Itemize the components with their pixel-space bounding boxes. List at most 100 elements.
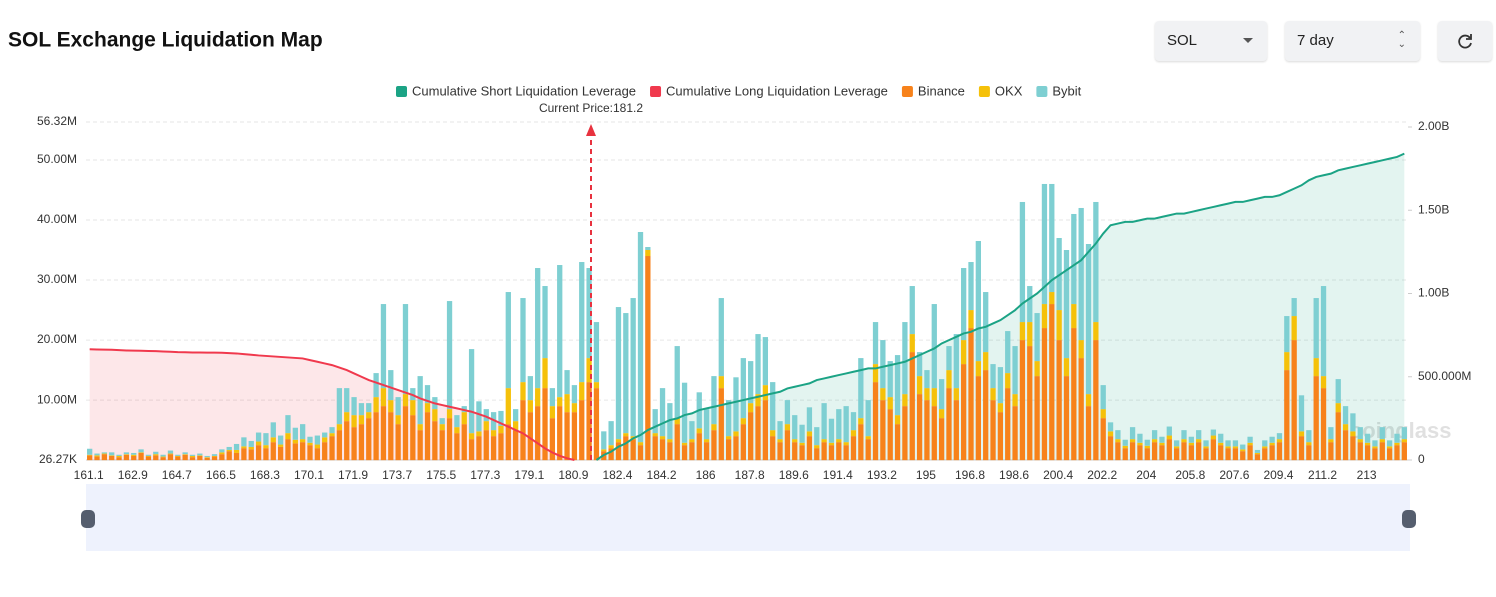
x-tick-label: 200.4 xyxy=(1043,468,1073,482)
bar-segment xyxy=(652,436,658,461)
bar-segment xyxy=(571,412,578,461)
bar-segment xyxy=(740,418,746,425)
bar-segment xyxy=(1372,440,1378,447)
bar-segment xyxy=(1276,433,1283,440)
bar-segment xyxy=(1254,452,1261,455)
bar-segment xyxy=(1166,435,1172,440)
watermark: coinglass xyxy=(1350,418,1451,443)
bar-segment xyxy=(498,425,504,434)
bar-segment xyxy=(131,452,137,455)
slider-handle[interactable] xyxy=(1402,510,1416,528)
bar-segment xyxy=(1034,313,1040,362)
bar-segment xyxy=(1100,385,1106,410)
bar-segment xyxy=(248,440,254,447)
bar-segment xyxy=(1313,358,1319,377)
bar-segment xyxy=(1107,431,1114,437)
bar-segment xyxy=(138,449,144,453)
bar-segment xyxy=(505,388,511,425)
bar-segment xyxy=(902,406,908,461)
bar-segment xyxy=(417,424,423,431)
bar-segment xyxy=(116,454,122,456)
bar-segment xyxy=(292,439,298,444)
bar-segment xyxy=(476,431,482,437)
bar-segment xyxy=(623,433,629,437)
bar-segment xyxy=(1027,322,1033,347)
bar-segment xyxy=(1034,376,1040,461)
bar-segment xyxy=(1218,445,1224,461)
bar-segment xyxy=(483,430,489,461)
period-select[interactable]: 7 day ⌃ ⌄ xyxy=(1285,21,1420,61)
bar-segment xyxy=(689,439,695,443)
bar-segment xyxy=(1063,250,1070,359)
bar-segment xyxy=(1335,379,1341,404)
bar-segment xyxy=(1019,201,1026,323)
bar-segment xyxy=(990,400,996,461)
bar-segment xyxy=(292,427,298,440)
bar-segment xyxy=(241,437,247,447)
bar-segment xyxy=(109,455,115,456)
bar-segment xyxy=(263,445,269,449)
bar-segment xyxy=(953,334,959,389)
bar-segment xyxy=(1093,340,1099,461)
zoom-slider[interactable] xyxy=(86,484,1410,551)
bar-segment xyxy=(123,452,130,455)
refresh-button[interactable] xyxy=(1438,21,1492,61)
bar-segment xyxy=(1005,331,1011,374)
bar-segment xyxy=(1078,358,1084,461)
bar-segment xyxy=(931,388,937,407)
bar-segment xyxy=(564,394,570,413)
bar-segment xyxy=(490,430,497,437)
bar-segment xyxy=(520,400,526,461)
bar-segment xyxy=(564,412,570,461)
bar-segment xyxy=(241,446,247,449)
bar-segment xyxy=(909,352,915,461)
bar-segment xyxy=(608,448,614,461)
bar-segment xyxy=(145,455,152,457)
bar-segment xyxy=(1225,448,1231,461)
bar-segment xyxy=(300,439,306,443)
bar-segment xyxy=(395,415,401,425)
bar-segment xyxy=(388,370,394,401)
bar-segment xyxy=(277,435,284,445)
bar-segment xyxy=(1049,304,1055,461)
bar-segment xyxy=(1063,358,1070,377)
bar-segment xyxy=(718,388,724,461)
bar-segment xyxy=(983,352,989,371)
bar-segment xyxy=(351,427,357,461)
bar-segment xyxy=(681,442,688,446)
y-tick-label: 10.00M xyxy=(37,392,77,406)
bar-segment xyxy=(571,385,578,404)
bar-segment xyxy=(446,301,453,410)
bar-segment xyxy=(204,457,210,461)
bar-segment xyxy=(549,388,556,407)
bar-segment xyxy=(241,448,247,461)
bar-segment xyxy=(1034,361,1040,377)
bar-segment xyxy=(1196,442,1202,461)
bar-segment xyxy=(314,444,320,449)
cumulative-line xyxy=(89,348,575,461)
bar-segment xyxy=(1093,201,1099,323)
bar-segment xyxy=(535,406,541,461)
bar-segment xyxy=(777,421,783,440)
bar-segment xyxy=(1019,340,1026,461)
bar-segment xyxy=(1320,376,1327,389)
bar-segment xyxy=(983,370,989,461)
bar-segment xyxy=(145,456,152,461)
bar-segment xyxy=(1137,433,1143,443)
slider-handle[interactable] xyxy=(81,510,95,528)
bar-segment xyxy=(211,455,218,457)
bar-segment xyxy=(160,457,166,461)
coin-select[interactable]: SOL xyxy=(1155,21,1267,61)
bar-segment xyxy=(623,436,629,461)
bar-segment xyxy=(175,454,181,456)
bar-segment xyxy=(909,334,915,353)
bar-segment xyxy=(175,456,181,461)
bar-segment xyxy=(997,367,1004,404)
bar-segment xyxy=(322,432,328,438)
bar-segment xyxy=(1056,238,1062,311)
bar-segment xyxy=(1284,316,1290,353)
bar-segment xyxy=(938,379,945,410)
bar-segment xyxy=(1342,406,1349,425)
bar-segment xyxy=(681,382,688,443)
